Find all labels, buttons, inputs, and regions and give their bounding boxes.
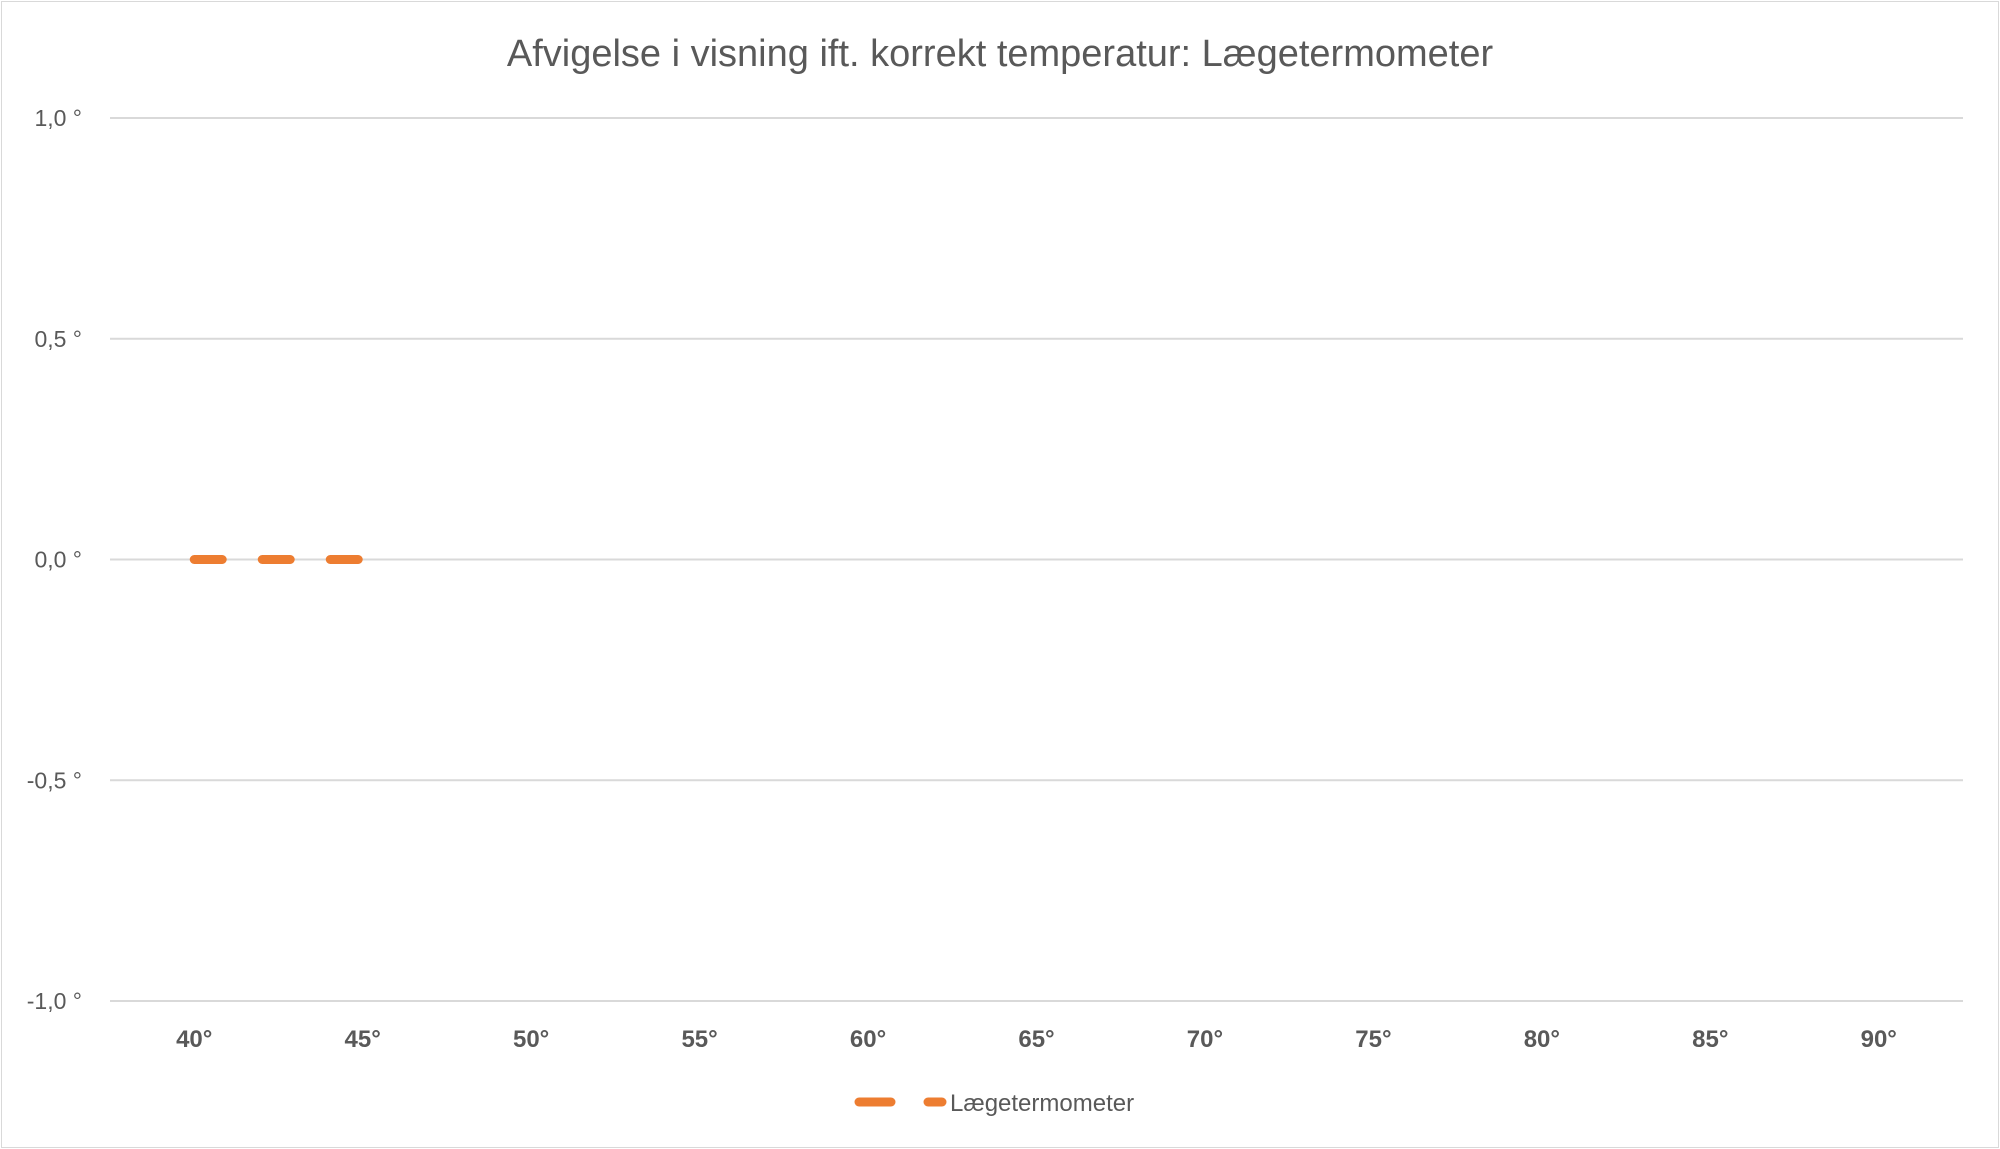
y-axis-ticks: 1,0 ° 0,5 ° 0,0 ° -0,5 ° -1,0 ° [27, 105, 82, 1014]
y-tick-label: 0,5 ° [34, 326, 82, 352]
y-tick-label: 1,0 ° [34, 105, 82, 131]
x-tick-label: 50° [513, 1026, 549, 1053]
x-tick-label: 60° [850, 1026, 886, 1053]
legend: Lægetermometer [854, 1090, 1134, 1117]
x-tick-label: 70° [1187, 1026, 1223, 1053]
chart-title: Afvigelse i visning ift. korrekt tempera… [507, 33, 1494, 75]
y-tick-label: 0,0 ° [34, 547, 82, 573]
y-tick-label: -0,5 ° [27, 767, 82, 793]
grid-lines [110, 117, 1963, 1002]
legend-label: Lægetermometer [950, 1090, 1134, 1117]
x-tick-label: 45° [345, 1026, 381, 1053]
x-axis-ticks: 40° 45° 50° 55° 60° 65° 70° 75° 80° 85° 90° [176, 1026, 1897, 1053]
x-tick-label: 75° [1355, 1026, 1391, 1053]
x-tick-label: 65° [1018, 1026, 1054, 1053]
x-tick-label: 80° [1524, 1026, 1560, 1053]
x-tick-label: 55° [681, 1026, 717, 1053]
x-tick-label: 85° [1692, 1026, 1728, 1053]
x-tick-label: 90° [1861, 1026, 1897, 1053]
x-tick-label: 40° [176, 1026, 212, 1053]
y-tick-label: -1,0 ° [27, 988, 82, 1014]
